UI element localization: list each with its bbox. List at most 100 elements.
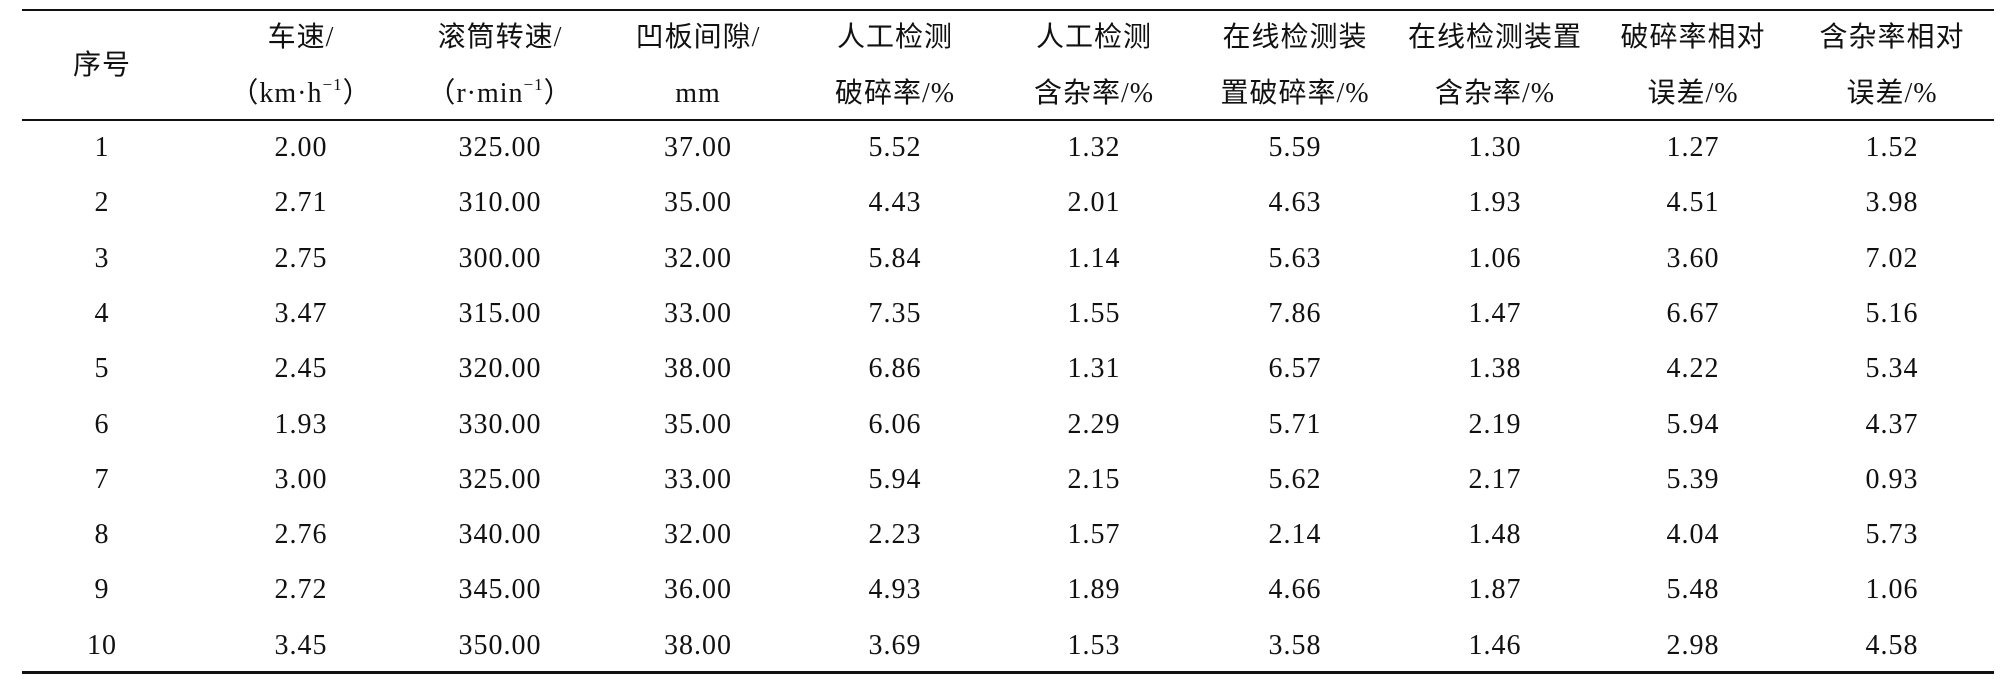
- table-cell: 4.37: [1865, 408, 1919, 440]
- table-cell: 340.00: [458, 519, 542, 551]
- table-cell: 36.00: [664, 574, 732, 606]
- header-line: mm: [675, 78, 721, 109]
- table-cell: 315.00: [458, 297, 542, 329]
- table-cell: 3: [94, 242, 110, 274]
- header-line: 误差/%: [1647, 78, 1739, 109]
- table-cell: 5.34: [1865, 353, 1919, 385]
- table-cell: 5.16: [1865, 297, 1919, 329]
- table-cell: 4: [94, 297, 110, 329]
- table-cell: 1.48: [1468, 519, 1522, 551]
- table-cell: 38.00: [664, 353, 732, 385]
- table-cell: 35.00: [664, 408, 732, 440]
- table-cell: 3.47: [274, 297, 328, 329]
- table-cell: 5.52: [868, 132, 922, 163]
- table-cell: 5: [94, 353, 110, 385]
- table-cell: 2.00: [274, 132, 328, 163]
- table-cell: 2.01: [1067, 187, 1121, 219]
- table-cell: 33.00: [664, 463, 732, 495]
- table-cell: 330.00: [458, 408, 542, 440]
- table-cell: 5.94: [1666, 408, 1720, 440]
- table-cell: 7: [94, 463, 110, 495]
- header-line: 破碎率/%: [834, 78, 956, 109]
- table-cell: 350.00: [458, 629, 542, 661]
- table-cell: 5.63: [1268, 242, 1322, 274]
- table-cell: 1.93: [1468, 187, 1522, 219]
- table-cell: 3.60: [1666, 242, 1720, 274]
- table-cell: 1.47: [1468, 297, 1522, 329]
- table-cell: 325.00: [458, 463, 542, 495]
- table-cell: 3.45: [274, 629, 328, 661]
- table-cell: 3.58: [1268, 629, 1322, 661]
- table-cell: 325.00: [458, 132, 542, 163]
- header-line: 误差/%: [1846, 78, 1938, 109]
- header-line: 人工检测: [836, 22, 953, 53]
- header-cell: 人工检测破碎率/%: [797, 10, 993, 122]
- table-cell: 345.00: [458, 574, 542, 606]
- table-cell: 7.35: [868, 297, 922, 329]
- table-cell: 6.57: [1268, 353, 1322, 385]
- header-rule: [22, 119, 1994, 121]
- table-cell: 32.00: [664, 242, 732, 274]
- table-cell: 9: [94, 574, 110, 606]
- table-cell: 2.45: [274, 353, 328, 385]
- header-line: 在线检测装置: [1407, 22, 1582, 53]
- table-cell: 1.53: [1067, 629, 1121, 661]
- table-cell: 2.15: [1067, 463, 1121, 495]
- table-cell: 3.69: [868, 629, 922, 661]
- header-cell: 车速/ （km·h−1）: [203, 10, 399, 122]
- header-cell: 在线检测装置破碎率/%: [1197, 10, 1393, 122]
- table-cell: 1.38: [1468, 353, 1522, 385]
- header-line: 序号: [72, 50, 131, 81]
- table-cell: 2.19: [1468, 408, 1522, 440]
- table-cell: 6.06: [868, 408, 922, 440]
- table-cell: 1.89: [1067, 574, 1121, 606]
- header-line: 人工检测: [1035, 22, 1152, 53]
- header-line: 滚筒转速/: [437, 22, 563, 53]
- header-line: （r·min−1）: [402, 66, 598, 122]
- header-line: 凹板间隙/: [635, 22, 761, 53]
- header-cell: 序号: [4, 38, 200, 94]
- table-cell: 37.00: [664, 132, 732, 163]
- table-cell: 8: [94, 519, 110, 551]
- table-cell: 4.22: [1666, 353, 1720, 385]
- header-line: 破碎率相对: [1620, 22, 1766, 53]
- table-cell: 4.63: [1268, 187, 1322, 219]
- header-line: 含杂率/%: [1033, 78, 1155, 109]
- table-cell: 35.00: [664, 187, 732, 219]
- table-cell: 2: [94, 187, 110, 219]
- table-cell: 6.86: [868, 353, 922, 385]
- table-cell: 1.46: [1468, 629, 1522, 661]
- table-cell: 4.93: [868, 574, 922, 606]
- table-cell: 1.87: [1468, 574, 1522, 606]
- table-cell: 2.29: [1067, 408, 1121, 440]
- table-cell: 1.55: [1067, 297, 1121, 329]
- header-line: 置破碎率/%: [1220, 78, 1370, 109]
- table-cell: 1.57: [1067, 519, 1121, 551]
- table-cell: 4.51: [1666, 187, 1720, 219]
- table-cell: 1.31: [1067, 353, 1121, 385]
- table-cell: 5.73: [1865, 519, 1919, 551]
- table-cell: 5.48: [1666, 574, 1720, 606]
- table-cell: 1.32: [1067, 132, 1121, 163]
- header-cell: 滚筒转速/ （r·min−1）: [402, 10, 598, 122]
- bottom-rule: [22, 671, 1994, 674]
- header-line: 在线检测装: [1222, 22, 1368, 53]
- superscript: −1: [322, 75, 343, 94]
- header-cell: 破碎率相对误差/%: [1595, 10, 1791, 122]
- table-cell: 1.06: [1468, 242, 1522, 274]
- header-cell: 含杂率相对误差/%: [1794, 10, 1990, 122]
- table-cell: 33.00: [664, 297, 732, 329]
- table-cell: 10: [87, 629, 117, 661]
- table-cell: 4.66: [1268, 574, 1322, 606]
- table-cell: 1.27: [1666, 132, 1720, 163]
- table-cell: 7.86: [1268, 297, 1322, 329]
- table-cell: 2.14: [1268, 519, 1322, 551]
- header-line: 含杂率相对: [1819, 22, 1965, 53]
- header-line: （km·h−1）: [203, 66, 399, 122]
- table-cell: 7.02: [1865, 242, 1919, 274]
- table-cell: 4.04: [1666, 519, 1720, 551]
- table-cell: 5.62: [1268, 463, 1322, 495]
- table-cell: 1.30: [1468, 132, 1522, 163]
- table-cell: 38.00: [664, 629, 732, 661]
